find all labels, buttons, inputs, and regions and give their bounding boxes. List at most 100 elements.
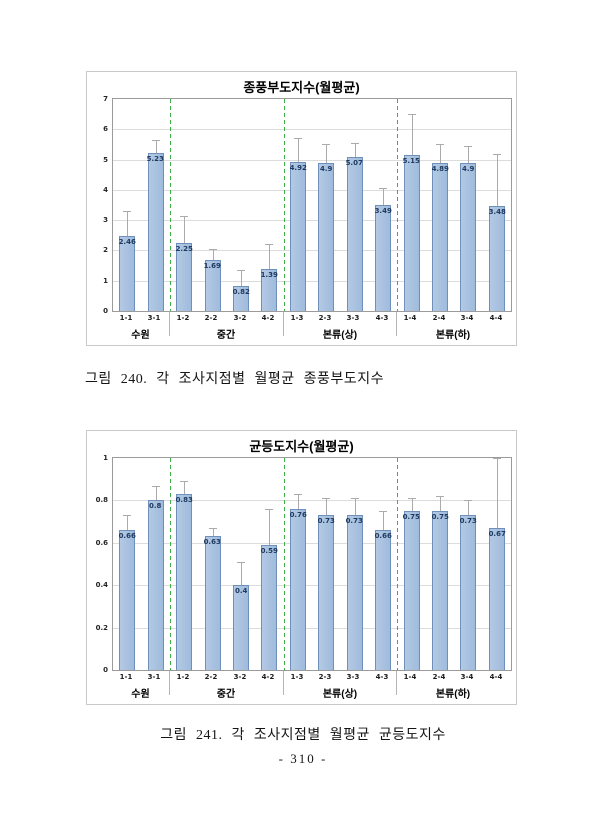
plot-area: 0.66 0.8 0.83 0.63 0.4 0.59 0.76 0.73 0.73 0.66 0.… <box>112 457 512 671</box>
bar-value-label: 3.48 <box>488 207 506 216</box>
error-bar <box>440 496 441 511</box>
bar <box>375 530 391 670</box>
y-axis-tick-label: 4 <box>103 185 108 194</box>
y-axis-tick-label: 0.6 <box>95 538 108 547</box>
bar <box>176 243 192 311</box>
bar <box>233 585 249 670</box>
x-category-label: 4-2 <box>261 673 275 681</box>
bar <box>432 163 448 311</box>
error-bar-cap <box>379 511 387 512</box>
gridline <box>113 542 511 544</box>
x-category-label: 1-2 <box>176 314 190 322</box>
x-group-label: 중간 <box>216 330 236 341</box>
error-bar <box>497 458 498 528</box>
gridline <box>113 159 511 161</box>
bar-value-label: 0.67 <box>488 529 506 538</box>
x-category-label: 2-4 <box>432 673 446 681</box>
error-bar <box>156 139 157 153</box>
y-axis-tick-label: 6 <box>103 125 108 134</box>
gridline <box>113 250 511 252</box>
y-axis-tick-label: 0 <box>103 307 108 315</box>
error-bar <box>326 498 327 516</box>
bar <box>318 515 334 670</box>
group-separator-line <box>284 458 285 670</box>
x-category-label: 3-1 <box>147 673 161 681</box>
bar <box>460 163 476 311</box>
error-bar <box>412 114 413 156</box>
error-bar <box>156 485 157 501</box>
x-category-label: 2-2 <box>204 673 218 681</box>
y-axis-tick-label: 0 <box>103 666 108 674</box>
x-group-label: 수원 <box>131 689 150 700</box>
error-bar-cap <box>180 481 188 483</box>
x-category-label: 4-2 <box>261 314 275 322</box>
x-group-label: 본류(하) <box>435 330 471 341</box>
error-bar <box>127 515 128 531</box>
figure-241-chart: 균등도지수(월평균) 0.66 0.8 0.83 0.63 0.4 0.59 0.76 0.73… <box>86 430 517 705</box>
error-bar-cap <box>294 494 302 496</box>
error-bar-cap <box>436 144 444 146</box>
error-bar-cap <box>209 248 217 250</box>
bar <box>347 157 363 311</box>
x-category-label: 1-4 <box>403 673 417 681</box>
bar-value-label: 0.75 <box>431 513 449 521</box>
bar-value-label: 0.4 <box>235 587 248 596</box>
bar-value-label: 5.15 <box>402 157 420 166</box>
error-bar-cap <box>123 515 131 517</box>
x-category-label: 1-1 <box>119 314 133 322</box>
x-category-label: 2-4 <box>432 314 446 322</box>
bar <box>489 528 505 670</box>
bar <box>119 530 135 670</box>
error-bar-cap <box>436 496 444 498</box>
error-bar <box>383 188 384 206</box>
error-bar <box>355 498 356 516</box>
error-bar-cap <box>180 215 188 217</box>
bar <box>233 286 249 311</box>
error-bar-cap <box>408 114 416 116</box>
gridline <box>113 280 511 282</box>
x-category-label: 1-4 <box>403 314 417 322</box>
x-group-label: 본류(상) <box>322 689 358 700</box>
x-category-label: 3-3 <box>346 314 360 322</box>
x-category-label: 4-4 <box>489 673 503 681</box>
bar <box>460 515 476 670</box>
error-bar <box>326 144 327 163</box>
x-category-label: 3-1 <box>147 314 161 322</box>
gridline <box>113 220 511 222</box>
chart-title: 균등도지수(월평균) <box>249 439 354 454</box>
error-bar-cap <box>152 485 160 487</box>
error-bar-cap <box>351 142 359 144</box>
x-category-label: 3-2 <box>233 673 247 681</box>
x-group-label: 본류(상) <box>322 330 358 341</box>
error-bar <box>184 481 185 495</box>
bar-value-label: 0.66 <box>118 532 136 541</box>
x-group-label: 중간 <box>216 689 236 700</box>
error-bar-cap <box>464 145 472 147</box>
x-category-label: 1-2 <box>176 673 190 681</box>
error-bar-cap <box>464 500 472 502</box>
x-category-label: 3-2 <box>233 314 247 322</box>
x-category-label: 2-3 <box>318 673 332 681</box>
error-bar <box>497 153 498 206</box>
group-divider <box>396 671 397 695</box>
y-axis-tick-label: 0.2 <box>95 623 108 632</box>
bar <box>119 236 135 311</box>
error-bar <box>184 215 185 243</box>
bar-value-label: 0.75 <box>402 513 420 521</box>
error-bar-cap <box>493 458 501 459</box>
group-separator-line <box>170 458 171 670</box>
group-separator-line <box>397 99 398 311</box>
gridline <box>113 129 511 131</box>
bar <box>148 153 164 311</box>
chart-title: 종풍부도지수(월평균) <box>243 80 360 95</box>
bar-value-label: 0.76 <box>289 510 307 519</box>
x-category-label: 4-3 <box>375 673 389 681</box>
bar <box>347 515 363 670</box>
error-bar <box>355 142 356 158</box>
gridline <box>113 500 511 502</box>
bar <box>261 269 277 311</box>
group-separator-line <box>397 458 398 670</box>
bar <box>205 260 221 311</box>
bar-value-label: 0.63 <box>203 538 221 547</box>
figure-240-chart: 종풍부도지수(월평균) 2.46 5.23 2.25 1.69 0.82 1.39 4.92 4… <box>86 71 517 346</box>
